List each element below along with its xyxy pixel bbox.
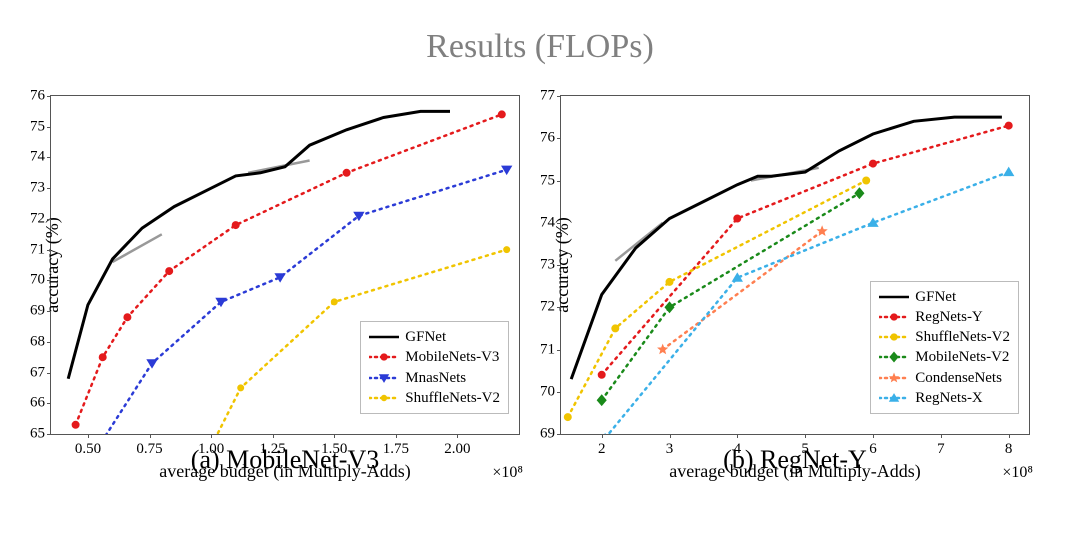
ytick-label: 68 [17,333,45,350]
xtick-label: 2.00 [444,441,470,458]
legend-item: MobileNets-V3 [369,347,500,367]
xtick-label: 1.50 [321,441,347,458]
panel-b: accuracy (%) average budget (in Multiply… [560,95,1030,515]
chart-a: accuracy (%) average budget (in Multiply… [50,95,520,435]
xtick-label: 1.25 [260,441,286,458]
xlabel-a: average budget (in Multiply-Adds) [159,461,410,482]
ytick-label: 67 [17,364,45,381]
ytick-label: 72 [17,210,45,227]
legend: GFNetRegNets-YShuffleNets-V2MobileNets-V… [870,281,1019,415]
legend-item: GFNet [879,287,1010,307]
legend-label: MobileNets-V2 [915,347,1009,367]
xtick-label: 7 [937,441,945,458]
xtick-label: 5 [801,441,809,458]
legend-label: ShuffleNets-V2 [915,327,1010,347]
legend-label: MnasNets [405,368,466,388]
ytick-label: 71 [17,241,45,258]
legend-label: RegNets-X [915,388,983,408]
legend-item: MnasNets [369,368,500,388]
ytick-label: 76 [527,130,555,147]
legend-item: GFNet [369,327,500,347]
legend-label: CondenseNets [915,368,1002,388]
legend-label: MobileNets-V3 [405,347,499,367]
xtick-label: 6 [869,441,877,458]
xtick-label: 0.50 [75,441,101,458]
ytick-label: 76 [17,88,45,105]
legend-label: GFNet [915,287,956,307]
ytick-label: 65 [17,426,45,443]
legend-item: MobileNets-V2 [879,347,1010,367]
page-title: Results (FLOPs) [0,28,1080,66]
legend-item: CondenseNets [879,368,1010,388]
ytick-label: 70 [17,272,45,289]
legend-item: ShuffleNets-V2 [369,388,500,408]
xexp-b: ×10⁸ [1002,464,1033,482]
chart-b: accuracy (%) average budget (in Multiply… [560,95,1030,435]
charts-row: accuracy (%) average budget (in Multiply… [50,95,1030,515]
ytick-label: 70 [527,383,555,400]
ytick-label: 71 [527,341,555,358]
ytick-label: 73 [17,180,45,197]
xtick-label: 4 [734,441,742,458]
legend-label: GFNet [405,327,446,347]
xexp-a: ×10⁸ [492,464,523,482]
legend: GFNetMobileNets-V3MnasNetsShuffleNets-V2 [360,321,509,414]
ytick-label: 66 [17,395,45,412]
ytick-label: 72 [527,299,555,316]
xtick-label: 1.75 [383,441,409,458]
ytick-label: 73 [527,257,555,274]
legend-item: RegNets-X [879,388,1010,408]
xtick-label: 8 [1005,441,1013,458]
ytick-label: 75 [527,172,555,189]
panel-a: accuracy (%) average budget (in Multiply… [50,95,520,515]
legend-label: ShuffleNets-V2 [405,388,500,408]
xtick-label: 2 [598,441,606,458]
ytick-label: 69 [527,426,555,443]
ytick-label: 74 [527,214,555,231]
ytick-label: 74 [17,149,45,166]
legend-item: ShuffleNets-V2 [879,327,1010,347]
xlabel-b: average budget (in Multiply-Adds) [669,461,920,482]
legend-item: RegNets-Y [879,307,1010,327]
ytick-label: 77 [527,88,555,105]
ytick-label: 75 [17,118,45,135]
xtick-label: 0.75 [136,441,162,458]
xtick-label: 1.00 [198,441,224,458]
legend-label: RegNets-Y [915,307,983,327]
xtick-label: 3 [666,441,674,458]
ytick-label: 69 [17,303,45,320]
